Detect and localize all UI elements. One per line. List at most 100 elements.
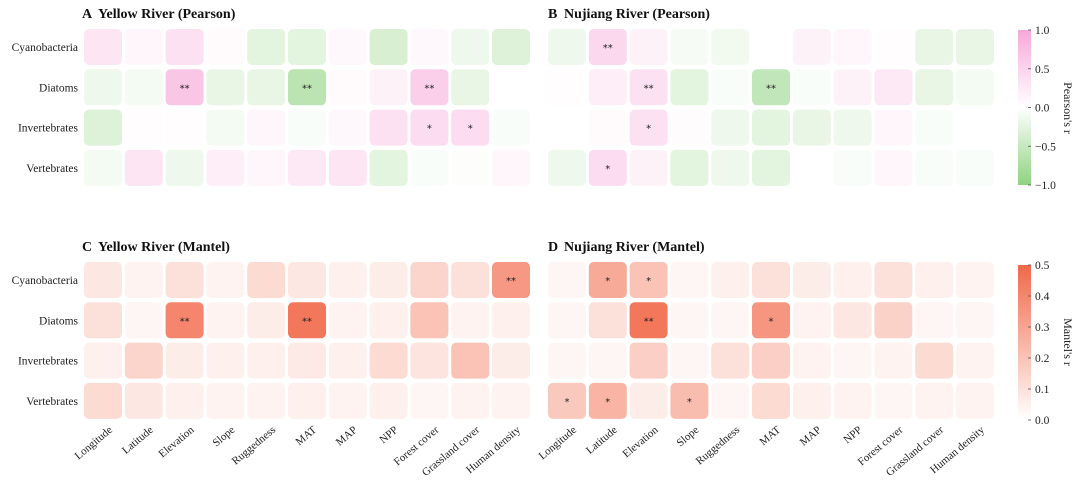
heatmap-cell [833, 302, 872, 339]
heatmap-cell [328, 342, 367, 379]
row-label: Cyanobacteria [12, 42, 78, 54]
heatmap-cell [792, 262, 831, 298]
significance-mark: ** [506, 276, 516, 287]
heatmap-cell [548, 342, 586, 379]
heatmap-cell [752, 302, 790, 339]
heatmap-cell [874, 109, 913, 146]
significance-mark: * [646, 124, 651, 135]
heatmap-cell [247, 342, 286, 379]
heatmap-cell [752, 29, 790, 65]
heatmap-cell [165, 302, 204, 339]
heatmap-cell [84, 109, 122, 146]
heatmap-cell [629, 149, 668, 186]
heatmap-cell [874, 302, 913, 339]
heatmap-cell [328, 109, 367, 146]
row-label: Invertebrates [18, 356, 79, 368]
heatmap-cell [792, 69, 831, 106]
heatmap-cell [410, 382, 449, 419]
heatmap-cell [548, 109, 586, 146]
heatmap-cell [548, 382, 586, 419]
heatmap-cell [206, 109, 245, 146]
heatmap-cell [247, 302, 286, 339]
heatmap-cell [833, 342, 872, 379]
heatmap-cell [711, 342, 750, 379]
heatmap-cell [670, 302, 709, 339]
column-label: MAP [798, 424, 824, 449]
heatmap-cell [752, 382, 790, 419]
panel-title: Yellow River (Mantel) [98, 240, 230, 255]
heatmap-cell [915, 382, 954, 419]
significance-mark: ** [644, 316, 654, 327]
column-label: MAP [334, 424, 360, 449]
heatmap-cell [84, 382, 122, 419]
heatmap-cell [369, 29, 408, 65]
heatmap-cell [84, 69, 122, 106]
column-label: Longitude [73, 424, 115, 462]
significance-mark: ** [766, 83, 776, 94]
row-label: Invertebrates [18, 123, 79, 135]
heatmap-cell [369, 69, 408, 106]
significance-mark: ** [302, 83, 312, 94]
heatmap-cell [874, 382, 913, 419]
heatmap-cell [956, 149, 994, 186]
colorbar-title: Mantel's r [1061, 318, 1075, 366]
heatmap-cell [956, 302, 994, 339]
heatmap-cell [369, 382, 408, 419]
heatmap-cell [288, 262, 326, 298]
heatmap-cell [492, 262, 530, 298]
heatmap-cell [670, 382, 709, 419]
heatmap-cell [165, 149, 204, 186]
heatmap-cell [124, 149, 163, 186]
heatmap-cell [833, 262, 872, 298]
colorbar-tick-label: 0.0 [1035, 415, 1050, 427]
heatmap-cell [711, 109, 750, 146]
colorbar-tick-label: 0.2 [1035, 353, 1050, 365]
significance-mark: ** [180, 316, 190, 327]
heatmap-cell [792, 382, 831, 419]
heatmap-cell [84, 29, 122, 65]
heatmap-cell [124, 342, 163, 379]
legends-layer: 1.0 0.5 0.0 −0.5 −1.0 Pearson's r 0.5 0.4 0.3 0.2… [1018, 25, 1075, 427]
heatmap-cell [833, 109, 872, 146]
column-label: Slope [210, 424, 237, 449]
heatmap-cell [792, 342, 831, 379]
heatmap-cell [328, 69, 367, 106]
significance-mark: * [605, 164, 610, 175]
significance-mark: * [646, 276, 651, 287]
heatmap-cell [410, 69, 449, 106]
heatmap-cell [124, 109, 163, 146]
colorbar-tick-label: 0.1 [1035, 384, 1050, 396]
heatmap-cell [288, 342, 326, 379]
significance-mark: * [565, 397, 570, 408]
heatmap-cell [206, 29, 245, 65]
heatmap-cell [711, 29, 750, 65]
heatmap-cell [711, 149, 750, 186]
heatmap-cell [670, 342, 709, 379]
column-label: Longitude [537, 424, 579, 462]
heatmap-cell [165, 29, 204, 65]
heatmap-cell [548, 149, 586, 186]
column-label: Slope [674, 424, 701, 449]
panel-letter: C [82, 240, 92, 255]
heatmap-cell [288, 109, 326, 146]
heatmap-cell [451, 109, 490, 146]
significance-mark: ** [603, 43, 613, 54]
heatmap-cell [548, 29, 586, 65]
heatmap-cell [792, 149, 831, 186]
heatmap-cell [711, 69, 750, 106]
heatmap-cell [629, 382, 668, 419]
heatmap-cell [588, 29, 627, 65]
colorbar-tick-label: 0.0 [1035, 103, 1050, 115]
heatmap-cell [915, 262, 954, 298]
heatmap-cell [165, 69, 204, 106]
heatmap-cell [165, 262, 204, 298]
panel-letter: D [548, 240, 558, 255]
heatmap-cell [165, 382, 204, 419]
heatmap-cell [874, 342, 913, 379]
heatmap-cell [588, 382, 627, 419]
heatmap-cell [915, 302, 954, 339]
significance-mark: * [605, 276, 610, 287]
heatmap-cell [369, 342, 408, 379]
row-label: Vertebrates [26, 396, 78, 408]
panel-title: Nujiang River (Mantel) [564, 240, 705, 255]
